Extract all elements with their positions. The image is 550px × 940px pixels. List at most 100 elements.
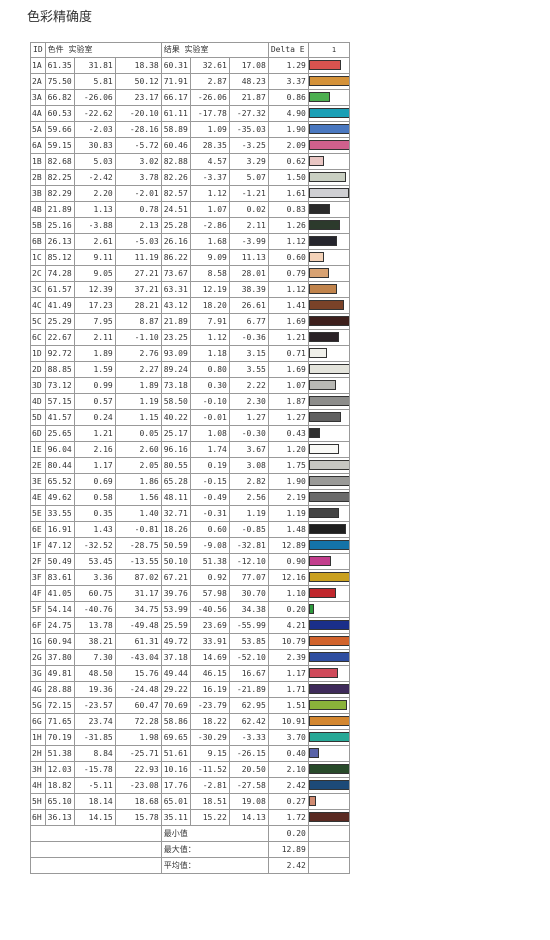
result-a: -0.01 bbox=[189, 409, 230, 426]
result-l: 25.17 bbox=[160, 425, 191, 442]
header-id: ID bbox=[30, 42, 46, 58]
result-b: 11.13 bbox=[228, 249, 269, 266]
delta-e-bar bbox=[309, 684, 349, 694]
result-l: 70.69 bbox=[160, 697, 191, 714]
delta-e-bar bbox=[309, 380, 336, 390]
delta-e-bar bbox=[309, 124, 349, 134]
delta-e-bar-cell bbox=[307, 249, 350, 266]
patch-id: 6E bbox=[30, 521, 46, 538]
result-b: 1.27 bbox=[228, 409, 269, 426]
delta-e-bar bbox=[309, 252, 324, 262]
result-l: 69.65 bbox=[160, 729, 191, 746]
delta-e-bar bbox=[309, 508, 339, 518]
target-l: 49.62 bbox=[44, 489, 75, 506]
target-b: 34.75 bbox=[114, 601, 162, 618]
result-b: 62.95 bbox=[228, 697, 269, 714]
delta-e-value: 4.90 bbox=[267, 105, 309, 122]
target-a: 7.95 bbox=[73, 313, 116, 330]
target-b: 2.27 bbox=[114, 361, 162, 378]
result-b: -0.36 bbox=[228, 329, 269, 346]
delta-e-value: 1.29 bbox=[267, 57, 309, 74]
target-b: 1.56 bbox=[114, 489, 162, 506]
result-b: 77.07 bbox=[228, 569, 269, 586]
delta-e-bar bbox=[309, 236, 337, 246]
delta-e-bar-cell bbox=[307, 89, 350, 106]
result-l: 82.88 bbox=[160, 153, 191, 170]
result-b: 3.55 bbox=[228, 361, 269, 378]
delta-e-value: 2.19 bbox=[267, 489, 309, 506]
delta-e-bar bbox=[309, 412, 341, 422]
patch-id: 6B bbox=[30, 233, 46, 250]
table-row: 1E 96.04 2.16 2.60 96.16 1.74 3.67 1.20 bbox=[30, 441, 545, 458]
axis-ticks: 1234567 bbox=[307, 42, 350, 58]
result-a: -17.78 bbox=[189, 105, 230, 122]
target-l: 50.49 bbox=[44, 553, 75, 570]
patch-id: 2D bbox=[30, 361, 46, 378]
result-l: 58.89 bbox=[160, 121, 191, 138]
result-l: 40.22 bbox=[160, 409, 191, 426]
result-a: -2.86 bbox=[189, 217, 230, 234]
delta-e-bar bbox=[309, 284, 337, 294]
target-l: 47.12 bbox=[44, 537, 75, 554]
result-a: 0.92 bbox=[189, 569, 230, 586]
delta-e-bar-cell bbox=[307, 73, 350, 90]
patch-id: 4A bbox=[30, 105, 46, 122]
header-delta-e: Delta E bbox=[267, 42, 309, 58]
target-a: 0.35 bbox=[73, 505, 116, 522]
result-a: 0.80 bbox=[189, 361, 230, 378]
target-a: -2.42 bbox=[73, 169, 116, 186]
target-a: 3.36 bbox=[73, 569, 116, 586]
result-a: 9.09 bbox=[189, 249, 230, 266]
result-a: 2.87 bbox=[189, 73, 230, 90]
target-a: 9.11 bbox=[73, 249, 116, 266]
result-b: 30.70 bbox=[228, 585, 269, 602]
target-a: 8.84 bbox=[73, 745, 116, 762]
page-title: 色彩精确度 bbox=[27, 10, 93, 25]
table-row: 6B 26.13 2.61 -5.03 26.16 1.68 -3.99 1.12 bbox=[30, 233, 545, 250]
delta-e-bar bbox=[309, 364, 349, 374]
delta-e-bar-cell bbox=[307, 217, 350, 234]
delta-e-bar-cell bbox=[307, 553, 350, 570]
target-a: 17.23 bbox=[73, 297, 116, 314]
table-row: 2H 51.38 8.84 -25.71 51.61 9.15 -26.15 0.40 bbox=[30, 745, 545, 762]
summary-value: 12.89 bbox=[267, 841, 309, 858]
target-l: 36.13 bbox=[44, 809, 75, 826]
result-b: 62.42 bbox=[228, 713, 269, 730]
delta-e-bar-cell bbox=[307, 809, 350, 826]
result-l: 58.86 bbox=[160, 713, 191, 730]
result-b: -3.25 bbox=[228, 137, 269, 154]
result-l: 53.99 bbox=[160, 601, 191, 618]
patch-id: 2H bbox=[30, 745, 46, 762]
target-a: 13.78 bbox=[73, 617, 116, 634]
target-b: -0.81 bbox=[114, 521, 162, 538]
result-l: 82.57 bbox=[160, 185, 191, 202]
delta-e-bar-cell bbox=[307, 521, 350, 538]
result-a: -11.52 bbox=[189, 761, 230, 778]
target-b: 2.76 bbox=[114, 345, 162, 362]
result-a: 51.38 bbox=[189, 553, 230, 570]
result-l: 17.76 bbox=[160, 777, 191, 794]
result-l: 86.22 bbox=[160, 249, 191, 266]
target-a: 5.81 bbox=[73, 73, 116, 90]
table-row: 3F 83.61 3.36 87.02 67.21 0.92 77.07 12.16 bbox=[30, 569, 545, 586]
patch-id: 3G bbox=[30, 665, 46, 682]
result-b: 2.82 bbox=[228, 473, 269, 490]
delta-e-bar-cell bbox=[307, 681, 350, 698]
target-b: 87.02 bbox=[114, 569, 162, 586]
target-a: 31.81 bbox=[73, 57, 116, 74]
target-l: 57.15 bbox=[44, 393, 75, 410]
target-a: 38.21 bbox=[73, 633, 116, 650]
color-accuracy-table: ID 色件 实验室 结果 实验室 Delta E 1234567 1A61.35… bbox=[30, 42, 545, 874]
target-a: 0.57 bbox=[73, 393, 116, 410]
table-row: 5E 33.55 0.35 1.40 32.71 -0.31 1.19 1.19 bbox=[30, 505, 545, 522]
target-a: 1.13 bbox=[73, 201, 116, 218]
table-row: 2A 75.50 5.81 50.12 71.91 2.87 48.23 3.37 bbox=[30, 73, 545, 90]
target-l: 12.03 bbox=[44, 761, 75, 778]
summary-row: 平均值： 2.42 bbox=[30, 857, 545, 874]
patch-id: 2E bbox=[30, 457, 46, 474]
delta-e-value: 1.72 bbox=[267, 809, 309, 826]
result-l: 29.22 bbox=[160, 681, 191, 698]
result-l: 93.09 bbox=[160, 345, 191, 362]
target-l: 65.10 bbox=[44, 793, 75, 810]
patch-id: 1H bbox=[30, 729, 46, 746]
